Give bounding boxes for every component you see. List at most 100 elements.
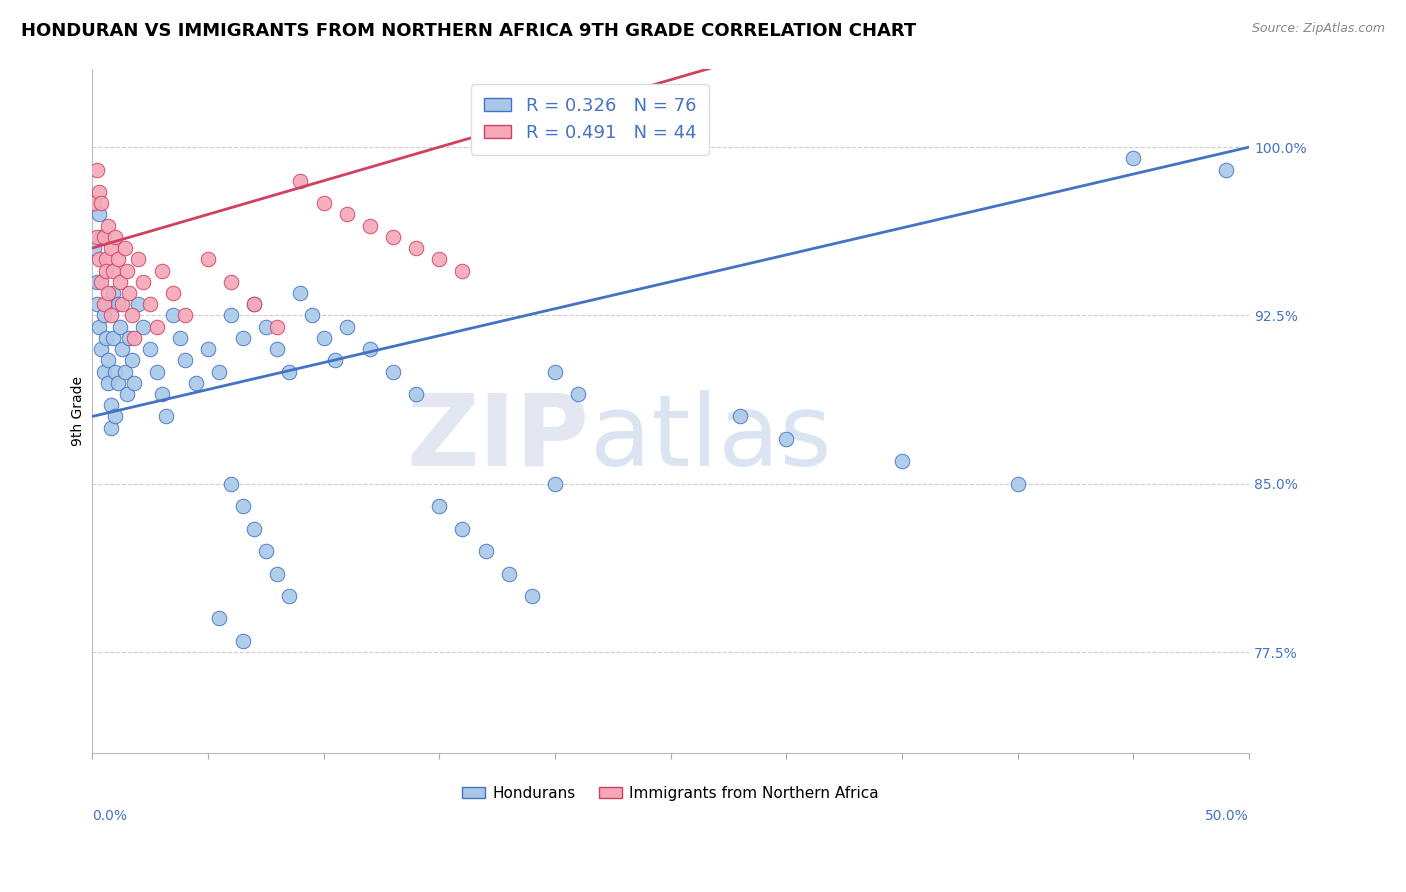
Point <box>115 387 138 401</box>
Point <box>108 275 131 289</box>
Point <box>254 319 277 334</box>
Point <box>146 365 169 379</box>
Point <box>301 309 323 323</box>
Point <box>94 331 117 345</box>
Point <box>94 263 117 277</box>
Point <box>108 319 131 334</box>
Point <box>90 275 112 289</box>
Point <box>520 589 543 603</box>
Point <box>891 454 914 468</box>
Point <box>94 297 117 311</box>
Point <box>107 297 129 311</box>
Text: atlas: atlas <box>589 390 831 487</box>
Text: HONDURAN VS IMMIGRANTS FROM NORTHERN AFRICA 9TH GRADE CORRELATION CHART: HONDURAN VS IMMIGRANTS FROM NORTHERN AFR… <box>21 22 917 40</box>
Point <box>114 365 136 379</box>
Point <box>93 230 115 244</box>
Point <box>127 252 149 267</box>
Point <box>323 353 346 368</box>
Point <box>101 263 124 277</box>
Point <box>312 331 335 345</box>
Point <box>86 230 108 244</box>
Point <box>312 196 335 211</box>
Point <box>186 376 208 390</box>
Point <box>290 285 312 300</box>
Point <box>359 219 381 233</box>
Point <box>107 252 129 267</box>
Point <box>132 319 155 334</box>
Point <box>567 387 589 401</box>
Point <box>232 331 254 345</box>
Point <box>336 319 359 334</box>
Y-axis label: 9th Grade: 9th Grade <box>72 376 86 446</box>
Point <box>97 285 120 300</box>
Point <box>219 275 242 289</box>
Point <box>93 365 115 379</box>
Point <box>90 230 112 244</box>
Point <box>405 241 427 255</box>
Point <box>451 263 474 277</box>
Point <box>155 409 177 424</box>
Point <box>150 263 173 277</box>
Point <box>1007 476 1029 491</box>
Point <box>208 611 231 625</box>
Point <box>86 297 108 311</box>
Point <box>544 365 567 379</box>
Point <box>197 342 219 356</box>
Point <box>150 387 173 401</box>
Point <box>728 409 751 424</box>
Point <box>104 365 127 379</box>
Point <box>83 241 105 255</box>
Point <box>382 230 405 244</box>
Point <box>266 566 288 581</box>
Point <box>243 297 266 311</box>
Point <box>111 297 134 311</box>
Point <box>122 331 145 345</box>
Point <box>336 207 359 221</box>
Text: ZIP: ZIP <box>406 390 589 487</box>
Point <box>89 207 111 221</box>
Point <box>111 342 134 356</box>
Point <box>232 500 254 514</box>
Point <box>266 319 288 334</box>
Point <box>277 589 299 603</box>
Point <box>219 476 242 491</box>
Point <box>93 309 115 323</box>
Point <box>474 544 496 558</box>
Point <box>427 500 450 514</box>
Point <box>115 263 138 277</box>
Point <box>208 365 231 379</box>
Point <box>139 342 162 356</box>
Point <box>544 476 567 491</box>
Point <box>254 544 277 558</box>
Point <box>121 309 143 323</box>
Point <box>277 365 299 379</box>
Point <box>197 252 219 267</box>
Point <box>100 398 122 412</box>
Point <box>232 634 254 648</box>
Point <box>243 522 266 536</box>
Point <box>132 275 155 289</box>
Point <box>86 275 108 289</box>
Point <box>162 285 184 300</box>
Point <box>405 387 427 401</box>
Text: Source: ZipAtlas.com: Source: ZipAtlas.com <box>1251 22 1385 36</box>
Point <box>101 331 124 345</box>
Point <box>139 297 162 311</box>
Point <box>427 252 450 267</box>
Text: 50.0%: 50.0% <box>1205 809 1249 823</box>
Legend: Hondurans, Immigrants from Northern Africa: Hondurans, Immigrants from Northern Afri… <box>456 780 886 807</box>
Point <box>162 309 184 323</box>
Point <box>1215 162 1237 177</box>
Point <box>107 376 129 390</box>
Point <box>1122 151 1144 165</box>
Point <box>90 196 112 211</box>
Point <box>498 566 520 581</box>
Point <box>266 342 288 356</box>
Point <box>90 342 112 356</box>
Point <box>173 309 195 323</box>
Point <box>97 353 120 368</box>
Point <box>775 432 797 446</box>
Point <box>127 297 149 311</box>
Point <box>290 174 312 188</box>
Point <box>86 162 108 177</box>
